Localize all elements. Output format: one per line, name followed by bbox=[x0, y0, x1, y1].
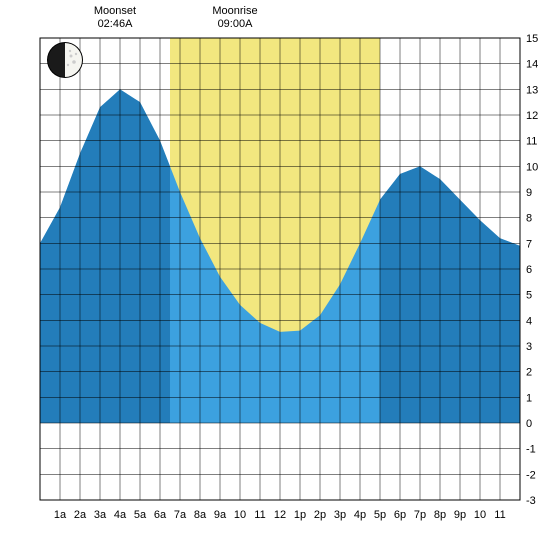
y-tick-label: -3 bbox=[526, 495, 536, 507]
moonset-time: 02:46A bbox=[98, 18, 134, 30]
x-tick-label: 10 bbox=[234, 509, 246, 521]
x-tick-label: 2a bbox=[74, 509, 87, 521]
x-tick-label: 2p bbox=[314, 509, 326, 521]
y-tick-label: 9 bbox=[526, 187, 532, 199]
x-tick-label: 10 bbox=[474, 509, 486, 521]
y-tick-label: 1 bbox=[526, 392, 532, 404]
x-tick-label: 9a bbox=[214, 509, 227, 521]
y-tick-label: 11 bbox=[526, 136, 537, 148]
x-tick-label: 5a bbox=[134, 509, 147, 521]
moonrise-label: Moonrise bbox=[212, 5, 257, 17]
tide-chart: -3-2-101234567891011121314151a2a3a4a5a6a… bbox=[0, 0, 550, 550]
x-tick-label: 12 bbox=[274, 509, 286, 521]
y-tick-label: 5 bbox=[526, 290, 532, 302]
moonset-label: Moonset bbox=[94, 5, 136, 17]
x-tick-label: 7a bbox=[174, 509, 187, 521]
x-tick-label: 9p bbox=[454, 509, 466, 521]
y-tick-label: 12 bbox=[526, 110, 538, 122]
x-tick-label: 7p bbox=[414, 509, 426, 521]
moon-phase-icon bbox=[47, 42, 83, 78]
y-tick-label: -2 bbox=[526, 469, 536, 481]
y-tick-label: 3 bbox=[526, 341, 532, 353]
chart-svg: -3-2-101234567891011121314151a2a3a4a5a6a… bbox=[0, 0, 550, 550]
x-tick-label: 1a bbox=[54, 509, 67, 521]
y-tick-label: 0 bbox=[526, 418, 532, 430]
y-tick-label: 6 bbox=[526, 264, 532, 276]
y-tick-label: 8 bbox=[526, 213, 532, 225]
x-tick-label: 4a bbox=[114, 509, 127, 521]
x-tick-label: 1p bbox=[294, 509, 306, 521]
x-tick-label: 5p bbox=[374, 509, 386, 521]
moonrise-time: 09:00A bbox=[218, 18, 254, 30]
x-tick-label: 3p bbox=[334, 509, 346, 521]
y-tick-label: 10 bbox=[526, 161, 538, 173]
x-tick-label: 11 bbox=[254, 509, 265, 521]
x-tick-label: 3a bbox=[94, 509, 107, 521]
y-tick-label: -1 bbox=[526, 444, 536, 456]
x-tick-label: 6p bbox=[394, 509, 406, 521]
x-tick-label: 6a bbox=[154, 509, 167, 521]
y-tick-label: 4 bbox=[526, 315, 532, 327]
x-tick-label: 11 bbox=[494, 509, 505, 521]
y-tick-label: 2 bbox=[526, 367, 532, 379]
x-tick-label: 8a bbox=[194, 509, 207, 521]
x-tick-label: 4p bbox=[354, 509, 366, 521]
y-tick-label: 13 bbox=[526, 84, 538, 96]
y-tick-label: 7 bbox=[526, 238, 532, 250]
y-tick-label: 14 bbox=[526, 59, 538, 71]
y-tick-label: 15 bbox=[526, 33, 538, 45]
x-tick-label: 8p bbox=[434, 509, 446, 521]
